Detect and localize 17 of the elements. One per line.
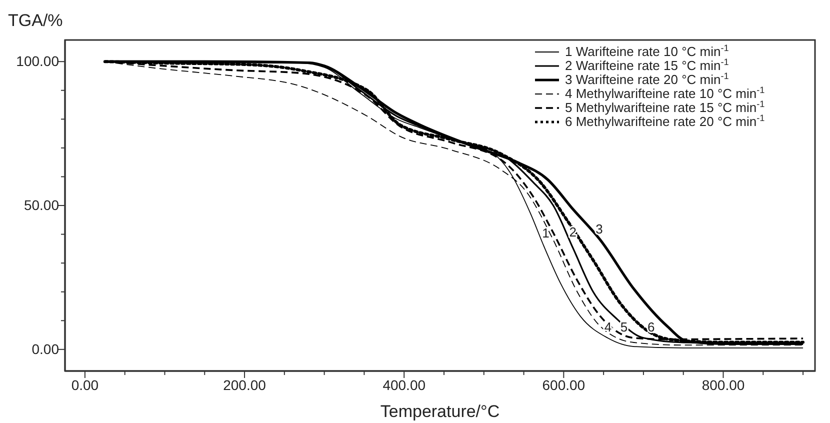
annotation: 1 — [542, 226, 550, 241]
y-tick-label: 0.00 — [32, 340, 60, 357]
y-axis-title: TGA/% — [8, 11, 63, 30]
annotation: 3 — [596, 222, 603, 237]
x-tick-label: 0.00 — [71, 376, 99, 393]
y-tick-label: 100.00 — [16, 53, 60, 70]
legend-label: 2 Warifteine rate 15 °C min$^{-1}$ — [565, 57, 729, 73]
x-tick-label: 600.00 — [542, 376, 586, 393]
x-axis-title: Temperature/°C — [380, 402, 500, 421]
x-tick-label: 200.00 — [223, 376, 266, 393]
legend-label: 3 Warifteine rate 20 °C min$^{-1}$ — [565, 71, 729, 87]
legend-label: 1 Warifteine rate 10 °C min$^{-1}$ — [565, 43, 729, 59]
legend-label: 4 Methylwarifteine rate 10 °C min$^{-1}$ — [565, 85, 765, 101]
x-tick-label: 400.00 — [382, 376, 426, 393]
y-tick-label: 50.00 — [24, 196, 60, 213]
annotation: 6 — [647, 319, 655, 334]
x-tick-label: 800.00 — [702, 376, 745, 393]
